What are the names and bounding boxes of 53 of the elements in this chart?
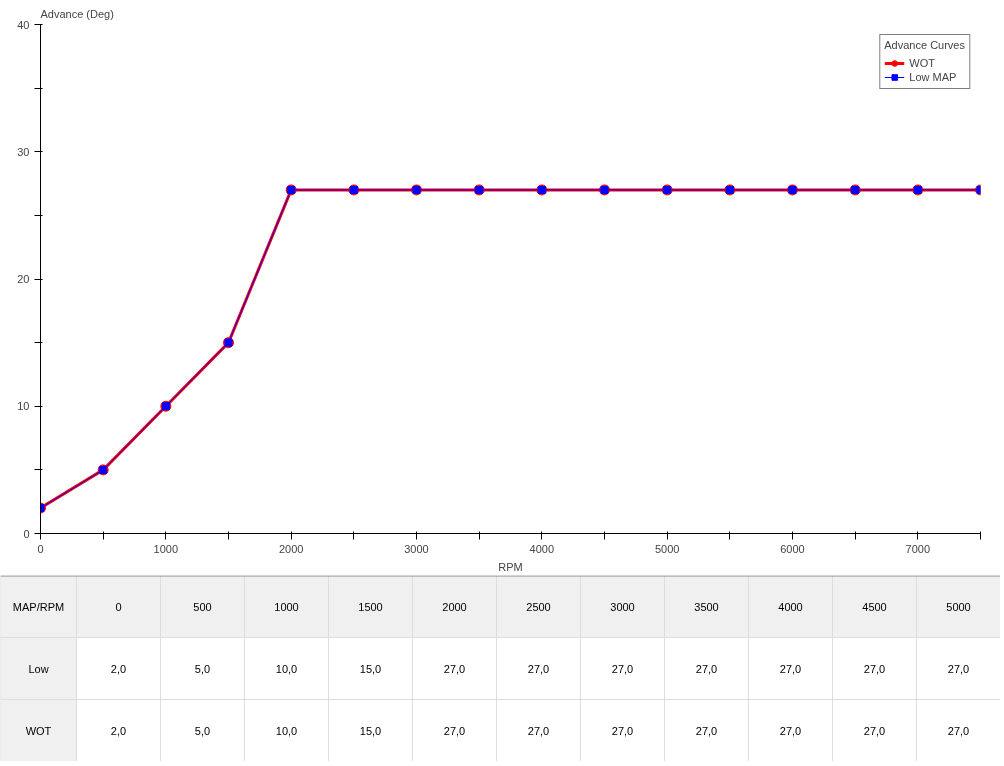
data-label: 27,0 <box>863 724 886 737</box>
y-tick-label: 0 <box>23 527 30 540</box>
data-label: 27,0 <box>443 662 466 675</box>
data-label: 2,0 <box>110 724 127 737</box>
x-tick-label: 6000 <box>780 542 805 555</box>
x-tick-label: 2000 <box>278 542 304 555</box>
y-tick-label: 30 <box>17 145 30 158</box>
y-tick-label: 40 <box>17 18 30 31</box>
x-tick-label: 7000 <box>905 542 931 555</box>
x-tick-label: 1500 <box>358 600 383 613</box>
y-tick-label: WOT <box>25 724 52 737</box>
data-label: 10,0 <box>275 724 298 737</box>
text: MAP/RPM <box>12 600 65 613</box>
data-label: 27,0 <box>611 724 634 737</box>
x-tick-label: 1000 <box>153 542 179 555</box>
x-tick-label: 1000 <box>274 600 299 613</box>
x-tick-label: 3500 <box>694 600 719 613</box>
y-tick-label: 10 <box>17 400 30 413</box>
data-label: 27,0 <box>947 724 970 737</box>
data-label: 5,0 <box>194 724 211 737</box>
data-label: 27,0 <box>947 662 970 675</box>
x-tick-label: 2000 <box>442 600 467 613</box>
y-tick-label: 20 <box>17 273 30 285</box>
data-label: 27,0 <box>695 724 718 737</box>
data-label: 15,0 <box>359 662 382 675</box>
x-tick-label: 5000 <box>946 600 971 613</box>
x-tick-label: 4000 <box>778 600 803 613</box>
data-label: 27,0 <box>779 662 802 675</box>
data-label: 10,0 <box>275 662 298 675</box>
data-label: 2,0 <box>110 662 127 675</box>
y-tick-label: Low <box>28 662 49 675</box>
legend-label: WOT <box>909 57 935 69</box>
data-label: 5,0 <box>194 662 211 675</box>
data-label: 27,0 <box>527 662 550 675</box>
x-tick-label: 4500 <box>862 600 887 613</box>
data-label: 27,0 <box>443 724 466 737</box>
data-label: 27,0 <box>611 662 634 675</box>
x-axis-title: RPM <box>498 560 523 573</box>
legend-label: Low MAP <box>909 71 957 83</box>
x-tick-label: 500 <box>193 600 212 613</box>
data-label: 15,0 <box>359 724 382 737</box>
x-tick-label: 0 <box>115 600 122 613</box>
legend-title: Advance Curves <box>884 39 965 51</box>
x-tick-label: 5000 <box>654 542 680 555</box>
x-tick-label: 3000 <box>404 542 429 555</box>
x-tick-label: 4000 <box>529 542 555 555</box>
data-label: 27,0 <box>695 662 718 675</box>
data-label: 27,0 <box>863 662 886 675</box>
x-tick-label: 2500 <box>526 600 551 613</box>
x-tick-label: 3000 <box>610 600 635 613</box>
y-axis-title: Advance (Deg) <box>40 7 114 20</box>
data-label: 27,0 <box>779 724 802 737</box>
data-label: 27,0 <box>527 724 550 737</box>
